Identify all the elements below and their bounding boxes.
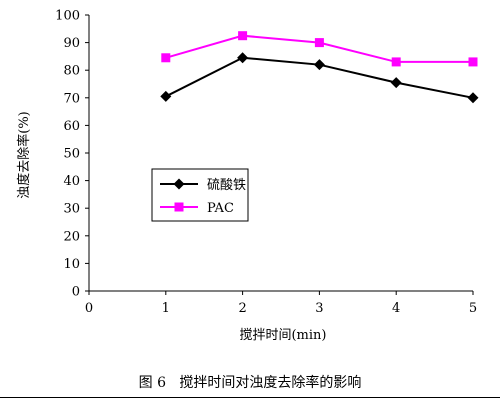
legend-label-1: 硫酸铁 <box>207 178 246 193</box>
legend-marker-1 <box>173 178 185 190</box>
y-tick-label: 0 <box>72 285 80 300</box>
x-tick-label: 4 <box>392 301 400 316</box>
series-2-point <box>314 38 324 48</box>
series-2-point <box>238 31 248 41</box>
x-tick-label: 3 <box>315 301 323 316</box>
y-tick-label: 60 <box>63 119 80 134</box>
x-tick-label: 2 <box>238 301 246 316</box>
series-1-point <box>313 59 325 71</box>
y-axis-title: 浊度去除率(%) <box>16 111 32 199</box>
figure-caption: 图 6 搅拌时间对浊度去除率的影响 <box>138 375 362 391</box>
y-tick-label: 10 <box>63 257 80 272</box>
y-tick-label: 80 <box>63 64 80 79</box>
series-2-point <box>161 53 171 63</box>
y-tick-label: 100 <box>55 9 80 24</box>
series-1-point <box>467 92 479 104</box>
chart: 0 10 20 30 40 50 60 70 80 90 100 0 1 2 3 4 5 搅拌时间(min) 浊度去… <box>16 9 479 343</box>
legend-label-2: PAC <box>207 201 234 216</box>
y-tick-label: 70 <box>63 91 80 106</box>
series-1-point <box>390 77 402 89</box>
x-tick-label: 0 <box>85 301 93 316</box>
x-axis-title: 搅拌时间(min) <box>239 327 326 343</box>
series-2-point <box>391 57 401 67</box>
series-1-point <box>160 90 172 102</box>
y-tick-label: 40 <box>63 174 80 189</box>
legend-marker-2 <box>174 202 184 212</box>
series-2-point <box>468 57 478 67</box>
y-tick-label: 30 <box>63 202 80 217</box>
series-1-point <box>237 52 249 64</box>
x-tick-label: 1 <box>162 301 170 316</box>
caption-rule <box>0 397 500 398</box>
y-tick-label: 50 <box>63 147 80 162</box>
x-tick-label: 5 <box>469 301 477 316</box>
legend-box <box>151 168 249 222</box>
y-tick-label: 90 <box>63 36 80 51</box>
y-tick-label: 20 <box>63 229 80 244</box>
